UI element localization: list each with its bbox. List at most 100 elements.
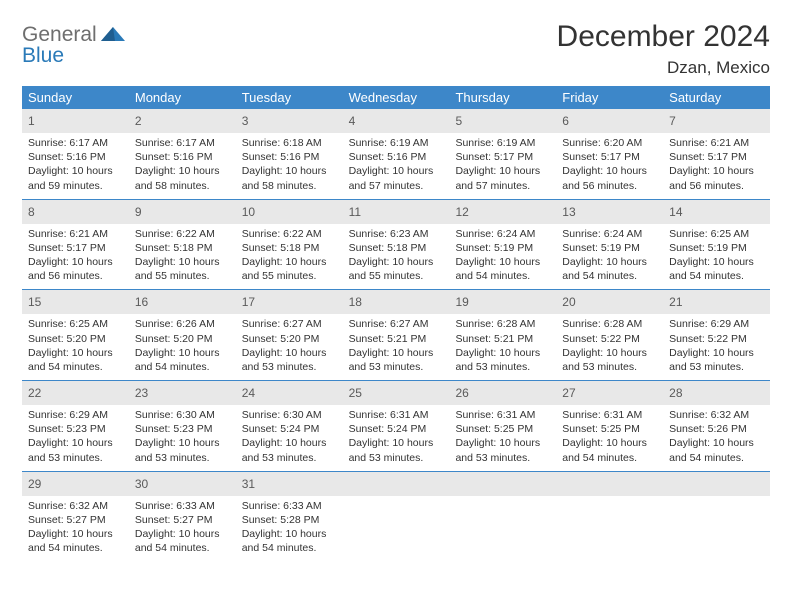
sunrise-text: Sunrise: 6:30 AM [135, 408, 230, 422]
day-number: 13 [562, 205, 575, 219]
day-data: Sunrise: 6:28 AMSunset: 5:21 PMDaylight:… [449, 314, 556, 380]
day-data: Sunrise: 6:32 AMSunset: 5:27 PMDaylight:… [22, 496, 129, 562]
day-data [663, 496, 770, 554]
day-number-row: 12 [449, 200, 556, 224]
sunset-text: Sunset: 5:16 PM [135, 150, 230, 164]
day-data: Sunrise: 6:22 AMSunset: 5:18 PMDaylight:… [236, 224, 343, 290]
day-number-row: 8 [22, 200, 129, 224]
day-number-row: 1 [22, 109, 129, 133]
day-data [343, 496, 450, 554]
day-number-row: 22 [22, 381, 129, 405]
sunrise-text: Sunrise: 6:24 AM [455, 227, 550, 241]
calendar-day-cell: 5Sunrise: 6:19 AMSunset: 5:17 PMDaylight… [449, 109, 556, 199]
sunrise-text: Sunrise: 6:22 AM [242, 227, 337, 241]
sunrise-text: Sunrise: 6:19 AM [349, 136, 444, 150]
day-number-row: 4 [343, 109, 450, 133]
daylight-text: Daylight: 10 hours and 54 minutes. [669, 436, 764, 464]
daylight-text: Daylight: 10 hours and 54 minutes. [562, 255, 657, 283]
sunset-text: Sunset: 5:22 PM [562, 332, 657, 346]
sunset-text: Sunset: 5:28 PM [242, 513, 337, 527]
sunset-text: Sunset: 5:27 PM [28, 513, 123, 527]
day-data: Sunrise: 6:29 AMSunset: 5:22 PMDaylight:… [663, 314, 770, 380]
sunset-text: Sunset: 5:18 PM [135, 241, 230, 255]
calendar-day-cell: 6Sunrise: 6:20 AMSunset: 5:17 PMDaylight… [556, 109, 663, 199]
calendar-day-cell: 29Sunrise: 6:32 AMSunset: 5:27 PMDayligh… [22, 472, 129, 562]
daylight-text: Daylight: 10 hours and 54 minutes. [242, 527, 337, 555]
day-number-row [556, 472, 663, 496]
sunset-text: Sunset: 5:21 PM [349, 332, 444, 346]
daylight-text: Daylight: 10 hours and 54 minutes. [455, 255, 550, 283]
sunset-text: Sunset: 5:22 PM [669, 332, 764, 346]
logo-text: General Blue [22, 24, 125, 66]
sunset-text: Sunset: 5:18 PM [242, 241, 337, 255]
day-data: Sunrise: 6:19 AMSunset: 5:16 PMDaylight:… [343, 133, 450, 199]
day-number-row [449, 472, 556, 496]
day-number: 28 [669, 386, 682, 400]
sunset-text: Sunset: 5:17 PM [562, 150, 657, 164]
day-number: 19 [455, 295, 468, 309]
calendar-week: 8Sunrise: 6:21 AMSunset: 5:17 PMDaylight… [22, 200, 770, 291]
sunset-text: Sunset: 5:17 PM [669, 150, 764, 164]
day-number: 16 [135, 295, 148, 309]
daylight-text: Daylight: 10 hours and 57 minutes. [349, 164, 444, 192]
sunset-text: Sunset: 5:19 PM [455, 241, 550, 255]
day-number: 2 [135, 114, 142, 128]
day-number-row: 21 [663, 290, 770, 314]
daylight-text: Daylight: 10 hours and 54 minutes. [562, 436, 657, 464]
sunrise-text: Sunrise: 6:23 AM [349, 227, 444, 241]
day-number [562, 477, 565, 491]
sunset-text: Sunset: 5:19 PM [669, 241, 764, 255]
day-number: 11 [349, 205, 361, 219]
sunrise-text: Sunrise: 6:28 AM [455, 317, 550, 331]
sunrise-text: Sunrise: 6:20 AM [562, 136, 657, 150]
title-block: December 2024 Dzan, Mexico [557, 20, 770, 78]
sunrise-text: Sunrise: 6:30 AM [242, 408, 337, 422]
day-number [669, 477, 672, 491]
weekday-header: Sunday [22, 86, 129, 109]
day-number: 21 [669, 295, 682, 309]
calendar-day-cell: 13Sunrise: 6:24 AMSunset: 5:19 PMDayligh… [556, 200, 663, 290]
weekday-header: Friday [556, 86, 663, 109]
calendar-day-cell: 25Sunrise: 6:31 AMSunset: 5:24 PMDayligh… [343, 381, 450, 471]
daylight-text: Daylight: 10 hours and 58 minutes. [135, 164, 230, 192]
day-data: Sunrise: 6:27 AMSunset: 5:20 PMDaylight:… [236, 314, 343, 380]
weekday-header: Monday [129, 86, 236, 109]
day-number-row [343, 472, 450, 496]
calendar-day-cell: 15Sunrise: 6:25 AMSunset: 5:20 PMDayligh… [22, 290, 129, 380]
day-data [556, 496, 663, 554]
day-number: 22 [28, 386, 41, 400]
sunrise-text: Sunrise: 6:25 AM [669, 227, 764, 241]
sunset-text: Sunset: 5:20 PM [135, 332, 230, 346]
sunrise-text: Sunrise: 6:32 AM [28, 499, 123, 513]
sunset-text: Sunset: 5:27 PM [135, 513, 230, 527]
day-number-row: 10 [236, 200, 343, 224]
day-number-row: 17 [236, 290, 343, 314]
calendar-day-cell: 9Sunrise: 6:22 AMSunset: 5:18 PMDaylight… [129, 200, 236, 290]
calendar-day-cell: 22Sunrise: 6:29 AMSunset: 5:23 PMDayligh… [22, 381, 129, 471]
sunrise-text: Sunrise: 6:22 AM [135, 227, 230, 241]
calendar-day-cell: 31Sunrise: 6:33 AMSunset: 5:28 PMDayligh… [236, 472, 343, 562]
calendar-day-cell: 11Sunrise: 6:23 AMSunset: 5:18 PMDayligh… [343, 200, 450, 290]
sunrise-text: Sunrise: 6:29 AM [669, 317, 764, 331]
day-number-row: 6 [556, 109, 663, 133]
sunset-text: Sunset: 5:23 PM [135, 422, 230, 436]
daylight-text: Daylight: 10 hours and 53 minutes. [349, 346, 444, 374]
day-number-row: 13 [556, 200, 663, 224]
day-number-row: 24 [236, 381, 343, 405]
sunset-text: Sunset: 5:19 PM [562, 241, 657, 255]
calendar: Sunday Monday Tuesday Wednesday Thursday… [22, 86, 770, 561]
sunset-text: Sunset: 5:16 PM [242, 150, 337, 164]
logo-text-general: General [22, 23, 97, 46]
day-data: Sunrise: 6:17 AMSunset: 5:16 PMDaylight:… [129, 133, 236, 199]
sunrise-text: Sunrise: 6:18 AM [242, 136, 337, 150]
day-number-row: 11 [343, 200, 450, 224]
day-data: Sunrise: 6:30 AMSunset: 5:23 PMDaylight:… [129, 405, 236, 471]
daylight-text: Daylight: 10 hours and 53 minutes. [669, 346, 764, 374]
day-number-row: 7 [663, 109, 770, 133]
calendar-day-cell: 30Sunrise: 6:33 AMSunset: 5:27 PMDayligh… [129, 472, 236, 562]
day-data: Sunrise: 6:21 AMSunset: 5:17 PMDaylight:… [663, 133, 770, 199]
sunset-text: Sunset: 5:26 PM [669, 422, 764, 436]
day-number: 15 [28, 295, 41, 309]
sunrise-text: Sunrise: 6:32 AM [669, 408, 764, 422]
day-data: Sunrise: 6:28 AMSunset: 5:22 PMDaylight:… [556, 314, 663, 380]
